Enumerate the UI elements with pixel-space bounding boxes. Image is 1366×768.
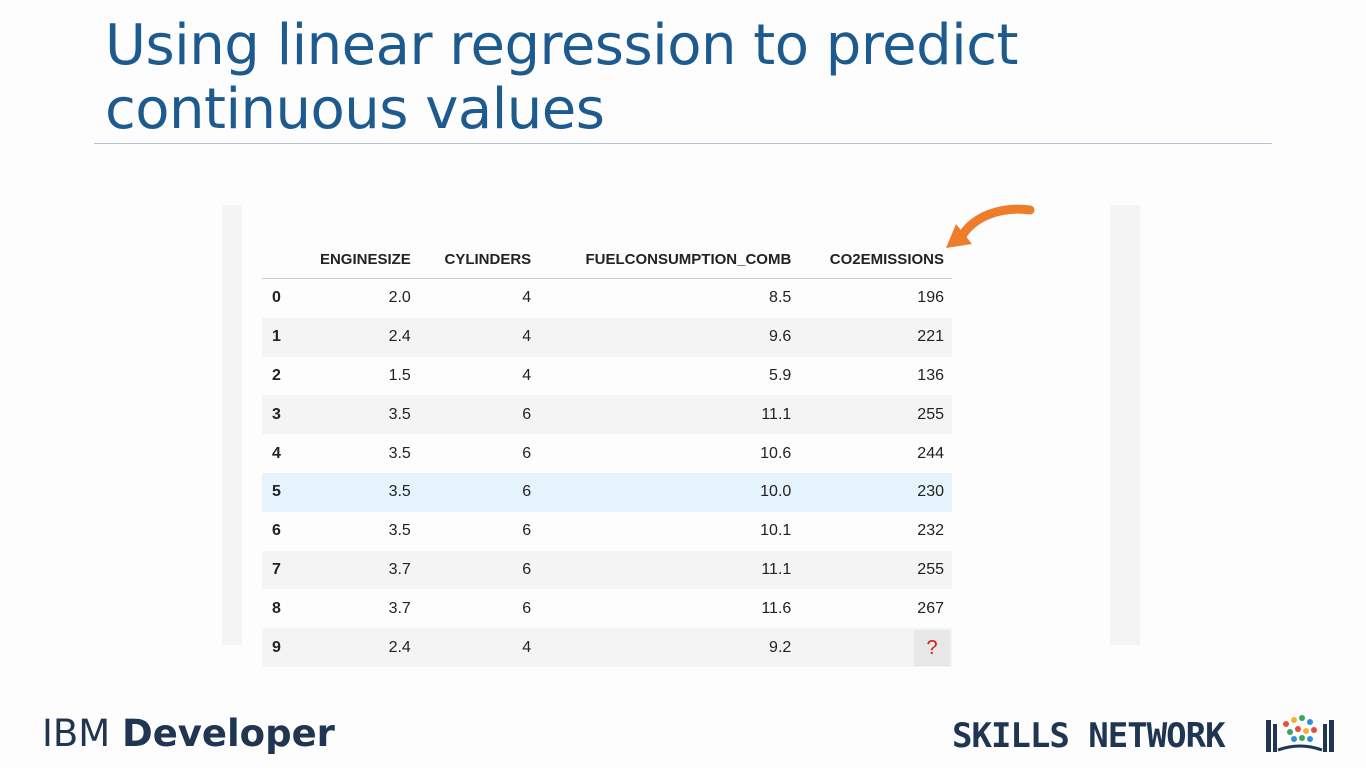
row-index: 1 — [272, 328, 281, 346]
co2emissions-cell: 230 — [917, 483, 944, 501]
fuelconsumption-cell: 10.6 — [760, 444, 792, 462]
cylinders-header: CYLINDERS — [418, 240, 540, 279]
table-row: 2 1.5 4 5.9 136 — [262, 357, 952, 396]
fuelconsumption-cell: 11.1 — [761, 560, 792, 578]
row-index: 9 — [272, 638, 281, 656]
row-index: 5 — [272, 483, 281, 501]
cylinders-cell: 6 — [522, 483, 532, 501]
fuelconsumption-cell: 11.1 — [761, 405, 792, 423]
table-row: 6 3.5 6 10.1 232 — [262, 512, 952, 551]
curved-arrow-icon — [946, 204, 1035, 248]
enginesize-cell: 3.5 — [388, 405, 411, 423]
enginesize-cell: 3.5 — [388, 483, 411, 501]
co2emissions-cell: 255 — [917, 405, 944, 423]
table-body: 0 2.0 4 8.5 196 1 2.4 4 9.6 221 2 1.5 4 5.9 136 3 3.5 6 11… — [262, 279, 952, 667]
fuelconsumption-cell: 10.0 — [760, 483, 792, 501]
fuelconsumption-cell: 9.2 — [769, 638, 792, 656]
co2emissions-cell: 221 — [917, 328, 944, 346]
co2emissions-cell: 255 — [917, 560, 944, 578]
enginesize-cell: 3.5 — [388, 522, 411, 540]
enginesize-cell: 2.4 — [388, 328, 411, 346]
cylinders-cell: 4 — [522, 289, 532, 307]
table-row: 5 3.5 6 10.0 230 — [262, 472, 952, 512]
cylinders-cell: 4 — [522, 638, 532, 656]
cylinders-cell: 6 — [522, 599, 532, 617]
table-row: 9 2.4 4 9.2? — [262, 628, 952, 667]
table-row: 7 3.7 6 11.1 255 — [262, 550, 952, 590]
fuelconsumption-cell: 8.5 — [769, 289, 792, 307]
skills-network-logo: SKILLS NETWORK — [952, 716, 1226, 756]
enginesize-cell: 2.0 — [388, 289, 411, 307]
cylinders-cell: 4 — [522, 366, 532, 384]
ibm-logo-prefix: IBM — [42, 712, 111, 755]
index-header — [262, 240, 294, 279]
row-index: 4 — [272, 444, 281, 462]
fuelconsumption-cell: 10.1 — [760, 522, 792, 540]
cylinders-cell: 6 — [522, 560, 532, 578]
enginesize-cell: 3.7 — [388, 599, 411, 617]
row-index: 8 — [272, 599, 281, 617]
cylinders-cell: 6 — [522, 444, 532, 462]
ibm-developer-logo: IBM Developer — [42, 712, 335, 755]
skills-network-book-icon — [1266, 715, 1334, 752]
title-divider — [94, 143, 1272, 144]
table-row: 8 3.7 6 11.6 267 — [262, 589, 952, 628]
cylinders-cell: 4 — [522, 328, 532, 346]
fuelconsumption-comb-header: FUELCONSUMPTION_COMB — [539, 240, 800, 279]
co2emissions-cell: 136 — [917, 366, 944, 384]
row-index: 0 — [272, 289, 281, 307]
table-row: 4 3.5 6 10.6 244 — [262, 434, 952, 473]
slide-title: Using linear regression to predict conti… — [105, 14, 1255, 142]
table-row: 1 2.4 4 9.6 221 — [262, 317, 952, 357]
unknown-value-badge: ? — [914, 629, 950, 666]
row-index: 2 — [272, 366, 281, 384]
cylinders-cell: 6 — [522, 522, 532, 540]
fuelconsumption-cell: 5.9 — [769, 366, 792, 384]
table-row: 0 2.0 4 8.5 196 — [262, 279, 952, 318]
co2emissions-cell: 267 — [917, 599, 944, 617]
co2emissions-cell: 232 — [917, 522, 944, 540]
ibm-logo-word: Developer — [121, 712, 335, 755]
fuelconsumption-cell: 9.6 — [769, 328, 792, 346]
co2emissions-cell: 196 — [917, 289, 944, 307]
row-index: 7 — [272, 560, 281, 578]
enginesize-header: ENGINESIZE — [293, 240, 419, 279]
enginesize-cell: 3.7 — [388, 560, 411, 578]
co2emissions-cell: 244 — [917, 444, 944, 462]
cylinders-cell: 6 — [522, 405, 532, 423]
enginesize-cell: 2.4 — [388, 638, 411, 656]
table-row: 3 3.5 6 11.1 255 — [262, 395, 952, 435]
enginesize-cell: 3.5 — [388, 444, 411, 462]
background-shape — [222, 205, 242, 645]
co2emissions-cell: ? — [799, 628, 952, 667]
background-shape — [1110, 205, 1140, 645]
co2emissions-header: CO2EMISSIONS — [799, 240, 952, 279]
slide-title-line-1: Using linear regression to predict — [105, 13, 1018, 78]
row-index: 3 — [272, 405, 281, 423]
fuelconsumption-cell: 11.6 — [761, 599, 792, 617]
data-table: ENGINESIZE CYLINDERS FUELCONSUMPTION_COMB C… — [262, 240, 952, 667]
enginesize-cell: 1.5 — [388, 366, 411, 384]
table-header-row: ENGINESIZE CYLINDERS FUELCONSUMPTION_COMB C… — [262, 240, 952, 279]
slide-title-line-2: continuous values — [105, 77, 605, 142]
row-index: 6 — [272, 522, 281, 540]
